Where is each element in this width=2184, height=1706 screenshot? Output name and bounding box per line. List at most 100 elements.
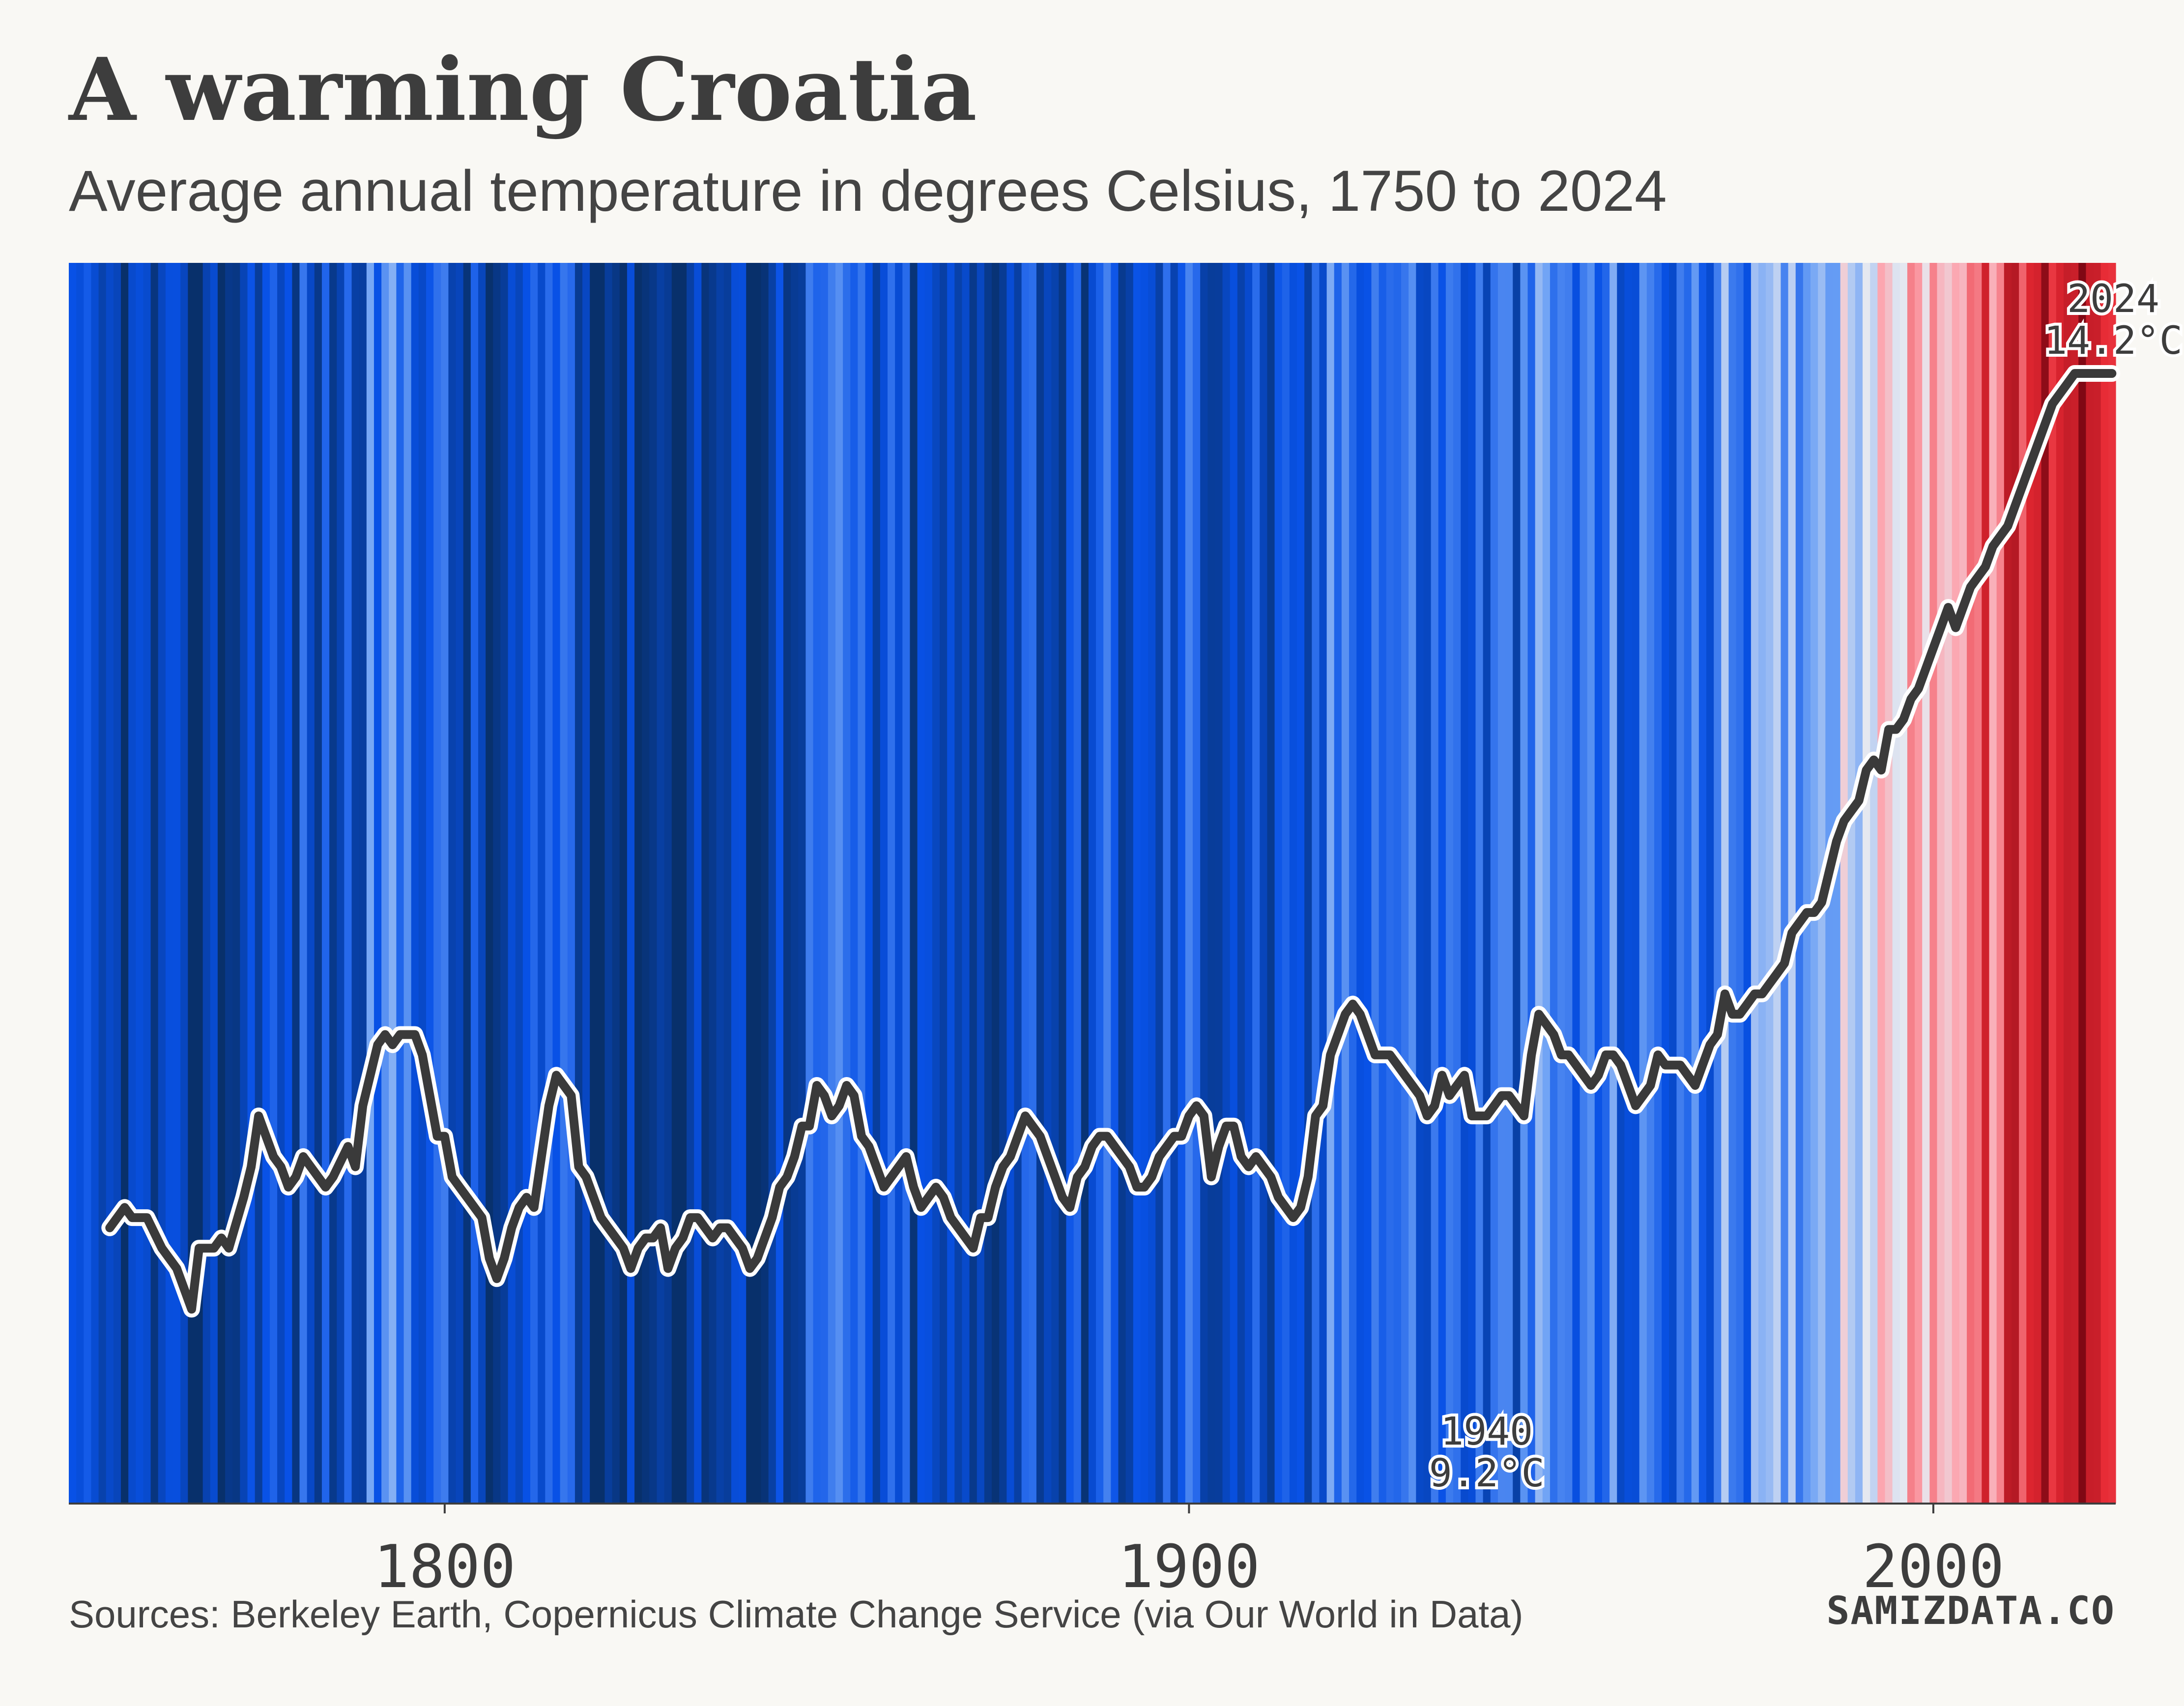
stripe bbox=[1617, 263, 1625, 1504]
stripe bbox=[1855, 263, 1863, 1504]
stripe bbox=[493, 263, 501, 1504]
stripe bbox=[545, 263, 553, 1504]
stripe bbox=[1892, 263, 1900, 1504]
stripe bbox=[1847, 263, 1856, 1504]
stripe bbox=[195, 263, 203, 1504]
stripe bbox=[1207, 263, 1215, 1504]
stripe bbox=[1140, 263, 1149, 1504]
stripe bbox=[1810, 263, 1818, 1504]
stripe bbox=[1178, 263, 1186, 1504]
stripe bbox=[969, 263, 977, 1504]
stripe bbox=[1267, 263, 1275, 1504]
stripe bbox=[1937, 263, 1945, 1504]
stripe bbox=[1326, 263, 1335, 1504]
stripe bbox=[337, 263, 345, 1504]
stripe bbox=[1572, 263, 1581, 1504]
stripe bbox=[247, 263, 256, 1504]
stripe bbox=[1691, 263, 1699, 1504]
warming-stripes bbox=[69, 263, 2116, 1504]
stripe bbox=[1721, 263, 1729, 1504]
stripe bbox=[121, 263, 129, 1504]
source-note: Sources: Berkeley Earth, Copernicus Clim… bbox=[69, 1592, 1523, 1636]
stripe bbox=[1728, 263, 1737, 1504]
stripe bbox=[165, 263, 173, 1504]
stripe bbox=[880, 263, 888, 1504]
stripe bbox=[575, 263, 583, 1504]
stripe bbox=[344, 263, 352, 1504]
stripe bbox=[1260, 263, 1268, 1504]
stripe bbox=[1684, 263, 1692, 1504]
stripe bbox=[1312, 263, 1320, 1504]
stripe bbox=[113, 263, 121, 1504]
stripe bbox=[269, 263, 278, 1504]
stripe bbox=[173, 263, 181, 1504]
stripe bbox=[1044, 263, 1052, 1504]
stripe bbox=[1252, 263, 1260, 1504]
stripe bbox=[1148, 263, 1156, 1504]
stripe bbox=[1230, 263, 1238, 1504]
stripe bbox=[1014, 263, 1022, 1504]
stripe bbox=[1967, 263, 1975, 1504]
stripe bbox=[1349, 263, 1357, 1504]
stripe bbox=[843, 263, 851, 1504]
stripe bbox=[202, 263, 211, 1504]
stripe bbox=[1795, 263, 1804, 1504]
stripe bbox=[1944, 263, 1953, 1504]
stripe bbox=[1646, 263, 1655, 1504]
stripe bbox=[1989, 263, 1997, 1504]
stripe bbox=[1453, 263, 1461, 1504]
stripe bbox=[321, 263, 330, 1504]
stripe bbox=[91, 263, 99, 1504]
stripe bbox=[2108, 263, 2116, 1504]
stripe bbox=[1624, 263, 1633, 1504]
stripe bbox=[2086, 263, 2094, 1504]
stripe bbox=[1974, 263, 1982, 1504]
stripe bbox=[403, 263, 412, 1504]
stripe bbox=[150, 263, 159, 1504]
stripe bbox=[530, 263, 538, 1504]
stripe bbox=[604, 263, 613, 1504]
stripe bbox=[2034, 263, 2042, 1504]
stripe bbox=[1096, 263, 1104, 1504]
stripe bbox=[1550, 263, 1558, 1504]
stripe bbox=[500, 263, 509, 1504]
stripe bbox=[671, 263, 680, 1504]
stripe bbox=[1483, 263, 1491, 1504]
stripe bbox=[299, 263, 308, 1504]
stripe bbox=[2019, 263, 2027, 1504]
stripe bbox=[1907, 263, 1915, 1504]
stripe bbox=[1714, 263, 1722, 1504]
stripe bbox=[2041, 263, 2049, 1504]
x-axis-ticks: 1800 1900 2000 bbox=[374, 1504, 2004, 1601]
stripe bbox=[128, 263, 136, 1504]
stripe bbox=[597, 263, 605, 1504]
stripe bbox=[761, 263, 769, 1504]
stripe bbox=[1379, 263, 1387, 1504]
stripe bbox=[1371, 263, 1379, 1504]
stripe bbox=[69, 263, 77, 1504]
stripe bbox=[977, 263, 985, 1504]
annotation-year: 1940 bbox=[1440, 1410, 1533, 1454]
stripe bbox=[716, 263, 724, 1504]
brand-logo: SAMIZDATA.CO bbox=[1826, 1589, 2115, 1633]
stripe bbox=[731, 263, 739, 1504]
stripe bbox=[1587, 263, 1595, 1504]
stripe bbox=[2004, 263, 2012, 1504]
chart-title: A warming Croatia bbox=[69, 39, 977, 141]
stripe bbox=[1833, 263, 1841, 1504]
stripe bbox=[1155, 263, 1163, 1504]
stripe bbox=[1758, 263, 1766, 1504]
stripe bbox=[1773, 263, 1782, 1504]
stripe bbox=[753, 263, 762, 1504]
stripe bbox=[1885, 263, 1893, 1504]
stripe bbox=[240, 263, 248, 1504]
stripe bbox=[158, 263, 166, 1504]
stripe bbox=[1461, 263, 1468, 1504]
stripe bbox=[1535, 263, 1543, 1504]
stripe bbox=[739, 263, 747, 1504]
stripe bbox=[1111, 263, 1119, 1504]
stripe bbox=[426, 263, 434, 1504]
stripe bbox=[902, 263, 911, 1504]
stripe bbox=[805, 263, 814, 1504]
